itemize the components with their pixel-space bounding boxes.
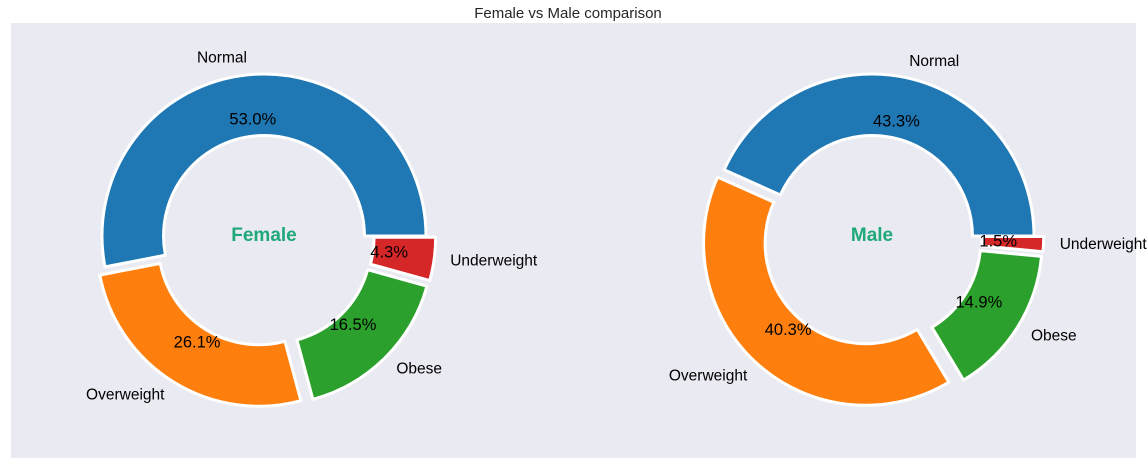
percent-label-underweight: 4.3% xyxy=(370,243,408,261)
percent-label-obese: 14.9% xyxy=(956,294,1003,312)
percent-label-overweight: 40.3% xyxy=(765,321,812,339)
wedge-obese xyxy=(295,268,429,401)
axes-background xyxy=(11,23,1136,458)
figure-title: Female vs Male comparison xyxy=(474,5,662,22)
wedge-obese xyxy=(930,249,1043,382)
category-label-obese: Obese xyxy=(1031,327,1077,344)
wedge-normal xyxy=(722,72,1036,238)
wedge-underweight xyxy=(980,234,1046,254)
category-label-underweight: Underweight xyxy=(450,252,538,269)
percent-label-underweight: 1.5% xyxy=(979,232,1017,250)
category-label-normal: Normal xyxy=(909,53,959,70)
category-label-overweight: Overweight xyxy=(669,368,748,385)
wedge-overweight xyxy=(702,175,951,407)
male-donut-chart: Normal 43.3% Overweight 40.3% Obese 14.9% Unde… xyxy=(669,53,1147,407)
female-donut-chart: Normal 53.0% Overweight 26.1% Obese 16.5% Unde… xyxy=(86,50,538,408)
category-label-underweight: Underweight xyxy=(1060,236,1147,253)
percent-label-obese: 16.5% xyxy=(330,316,377,334)
percent-label-normal: 53.0% xyxy=(229,110,276,128)
percent-label-overweight: 26.1% xyxy=(174,334,221,352)
wedge-normal xyxy=(100,72,428,269)
wedge-underweight xyxy=(368,235,438,283)
wedge-overweight xyxy=(98,261,303,408)
category-label-normal: Normal xyxy=(197,50,247,67)
category-label-obese: Obese xyxy=(396,360,442,377)
category-label-overweight: Overweight xyxy=(86,386,165,403)
center-label-male: Male xyxy=(851,225,893,246)
percent-label-normal: 43.3% xyxy=(873,112,920,130)
center-label-female: Female xyxy=(231,225,296,246)
